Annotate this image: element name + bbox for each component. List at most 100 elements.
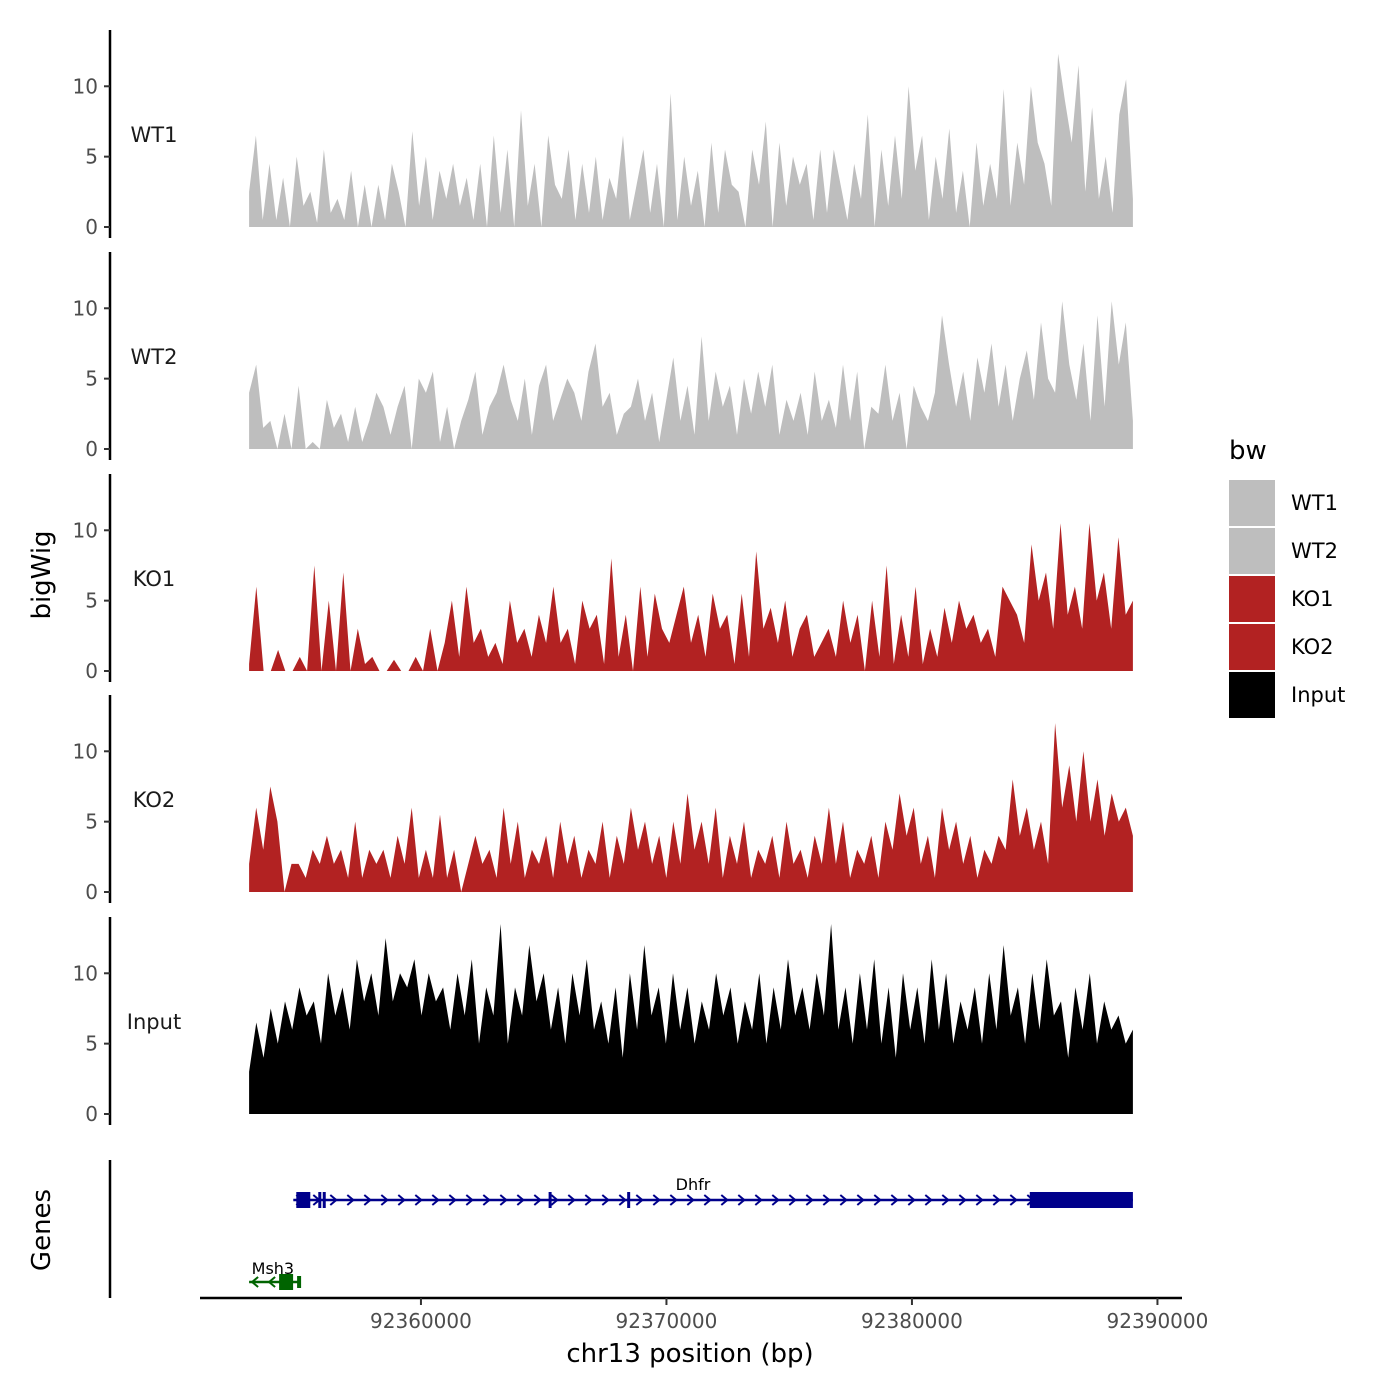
legend-swatch <box>1229 624 1275 670</box>
y-tick-label: 0 <box>85 1102 98 1126</box>
gene-exon <box>297 1276 302 1288</box>
x-axis: 92360000 92370000 92380000 92390000 <box>200 1296 1209 1333</box>
y-tick-label: 10 <box>73 296 98 320</box>
strand-arrow-icon <box>635 1194 644 1206</box>
y-axis-title: bigWig <box>27 530 57 619</box>
strand-arrow-icon <box>907 1194 916 1206</box>
gene-label: Dhfr <box>676 1175 711 1194</box>
strand-arrow-icon <box>856 1194 865 1206</box>
gene-exon <box>322 1192 326 1208</box>
strand-arrow-icon <box>329 1194 338 1206</box>
y-tick-label: 5 <box>85 145 98 169</box>
strand-arrow-icon <box>465 1194 474 1206</box>
y-tick-label: 0 <box>85 880 98 904</box>
strand-arrow-icon <box>958 1194 967 1206</box>
strand-arrow-icon <box>839 1194 848 1206</box>
gene-exon <box>296 1192 311 1208</box>
gene-exon <box>1029 1192 1133 1208</box>
track-wt1: 0 5 10 WT1 <box>73 30 1133 239</box>
x-axis-title: chr13 position (bp) <box>566 1339 813 1369</box>
y-tick-label: 0 <box>85 437 98 461</box>
strand-arrow-icon <box>363 1194 372 1206</box>
x-tick-label: 92360000 <box>370 1309 472 1333</box>
strand-arrow-icon <box>941 1194 950 1206</box>
strand-arrow-icon <box>346 1194 355 1206</box>
gene-exon <box>548 1192 552 1208</box>
strand-arrow-icon <box>550 1194 559 1206</box>
y-tick-label: 5 <box>85 589 98 613</box>
x-tick-label: 92390000 <box>1107 1309 1209 1333</box>
track-wt2: 0 5 10 WT2 <box>73 252 1133 461</box>
legend-label: KO1 <box>1291 587 1334 611</box>
genes-axis-title: Genes <box>27 1189 57 1271</box>
legend-swatch <box>1229 528 1275 574</box>
legend-swatch <box>1229 480 1275 526</box>
track-input: 0 5 10 Input <box>73 917 1133 1126</box>
strand-arrow-icon <box>771 1194 780 1206</box>
strand-arrow-icon <box>737 1194 746 1206</box>
coverage-area <box>249 523 1133 671</box>
strand-arrow-icon <box>720 1194 729 1206</box>
gene-dhfr: Dhfr <box>293 1175 1133 1208</box>
strand-arrow-icon <box>516 1194 525 1206</box>
strand-arrow-icon <box>703 1194 712 1206</box>
strand-arrow-icon <box>431 1194 440 1206</box>
y-tick-label: 5 <box>85 1032 98 1056</box>
strand-arrow-icon <box>533 1194 542 1206</box>
coverage-tracks: 0 5 10 WT1 0 5 10 WT2 0 5 10 KO1 0 5 10 KO2 0 5 10 Input <box>73 30 1133 1126</box>
legend: bw WT1 WT2 KO1 KO2 Input <box>1229 436 1345 718</box>
strand-arrow-icon <box>397 1194 406 1206</box>
track-label: KO1 <box>133 567 176 591</box>
strand-arrow-icon <box>822 1194 831 1206</box>
y-tick-label: 5 <box>85 810 98 834</box>
strand-arrow-icon <box>250 1276 259 1288</box>
strand-arrow-icon <box>873 1194 882 1206</box>
y-tick-label: 10 <box>73 739 98 763</box>
strand-arrow-icon <box>652 1194 661 1206</box>
strand-arrow-icon <box>686 1194 695 1206</box>
legend-swatch <box>1229 672 1275 718</box>
gene-exon <box>318 1192 322 1208</box>
y-tick-label: 0 <box>85 215 98 239</box>
strand-arrow-icon <box>618 1194 627 1206</box>
strand-arrow-icon <box>805 1194 814 1206</box>
strand-arrow-icon <box>414 1194 423 1206</box>
strand-arrow-icon <box>601 1194 610 1206</box>
strand-arrow-icon <box>992 1194 1001 1206</box>
strand-arrow-icon <box>754 1194 763 1206</box>
track-label: Input <box>127 1010 181 1034</box>
gene-msh3: Msh3 <box>249 1259 302 1290</box>
y-tick-label: 10 <box>73 518 98 542</box>
strand-arrow-icon <box>975 1194 984 1206</box>
coverage-area <box>249 924 1133 1114</box>
legend-label: KO2 <box>1291 635 1334 659</box>
track-label: WT1 <box>131 123 178 147</box>
legend-label: WT1 <box>1291 491 1338 515</box>
track-label: KO2 <box>133 788 176 812</box>
x-tick-label: 92370000 <box>616 1309 718 1333</box>
coverage-area <box>249 723 1133 892</box>
coverage-area <box>249 301 1133 449</box>
y-tick-label: 5 <box>85 367 98 391</box>
strand-arrow-icon <box>267 1276 276 1288</box>
y-tick-label: 0 <box>85 659 98 683</box>
legend-label: Input <box>1291 683 1345 707</box>
gene-exon <box>279 1274 294 1290</box>
track-label: WT2 <box>131 345 178 369</box>
strand-arrow-icon <box>1009 1194 1018 1206</box>
x-tick-label: 92380000 <box>861 1309 963 1333</box>
legend-swatch <box>1229 576 1275 622</box>
gene-exon <box>627 1192 631 1208</box>
strand-arrow-icon <box>499 1194 508 1206</box>
strand-arrow-icon <box>448 1194 457 1206</box>
strand-arrow-icon <box>482 1194 491 1206</box>
gene-label: Msh3 <box>252 1259 294 1278</box>
strand-arrow-icon <box>567 1194 576 1206</box>
strand-arrow-icon <box>788 1194 797 1206</box>
y-tick-label: 10 <box>73 961 98 985</box>
y-tick-label: 10 <box>73 74 98 98</box>
strand-arrow-icon <box>584 1194 593 1206</box>
genes-track: Msh3 Dhfr <box>108 1160 1133 1298</box>
track-ko1: 0 5 10 KO1 <box>73 474 1133 683</box>
